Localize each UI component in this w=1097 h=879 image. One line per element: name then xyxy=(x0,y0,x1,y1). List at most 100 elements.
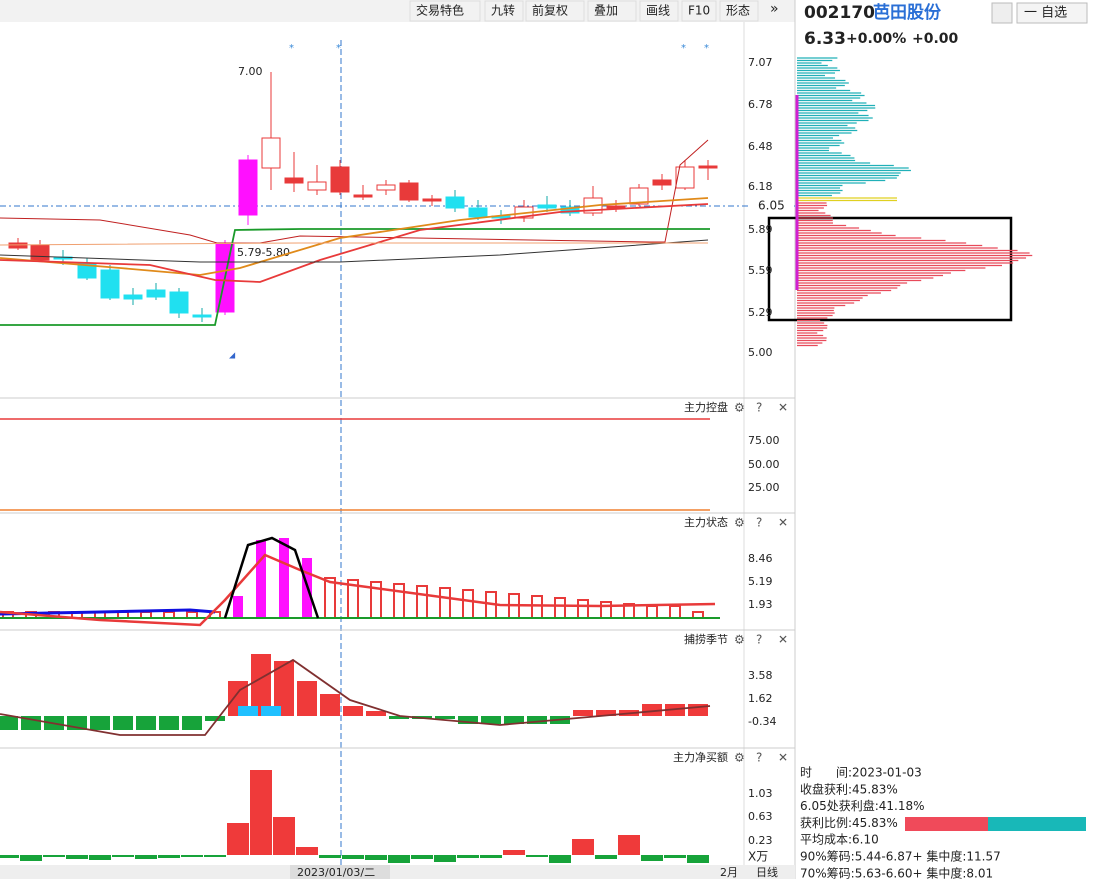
season-bar xyxy=(458,716,478,724)
price-tick: 5.29 xyxy=(748,306,773,319)
net-bar xyxy=(595,855,617,859)
price-tick: 6.48 xyxy=(748,140,773,153)
candle xyxy=(330,166,350,193)
candle xyxy=(445,196,465,209)
season-bar xyxy=(159,716,179,730)
info-line: 70%筹码:5.63-6.60+ 集中度:8.01 xyxy=(800,865,993,879)
price-tick: 6.78 xyxy=(748,98,773,111)
price-marker-bg xyxy=(748,198,794,214)
price: 6.33 xyxy=(804,29,846,49)
toolbar-button[interactable] xyxy=(639,0,679,22)
candle xyxy=(652,179,672,186)
net-bar xyxy=(181,855,203,857)
net-bar xyxy=(687,855,709,863)
info-line: 获利比例:45.83% xyxy=(800,816,898,830)
panel-tick: 50.00 xyxy=(748,458,780,471)
net-bar xyxy=(227,823,249,855)
loss-bar xyxy=(988,817,1086,831)
state-bar xyxy=(279,538,289,618)
season-bar xyxy=(366,711,386,716)
candle xyxy=(146,289,166,298)
price-tick: 5.59 xyxy=(748,264,773,277)
net-bar xyxy=(20,855,42,861)
candle xyxy=(284,177,304,184)
month-label: 2月 xyxy=(720,866,738,879)
season-bar xyxy=(596,710,616,716)
panel-icon[interactable]: ? xyxy=(756,401,762,415)
season-bar xyxy=(182,716,202,730)
net-bar xyxy=(411,855,433,859)
panel-icon[interactable]: ✕ xyxy=(778,401,788,415)
panel-tick: 8.46 xyxy=(748,552,773,565)
candle xyxy=(422,198,442,202)
watch-button[interactable] xyxy=(1016,2,1088,24)
watch-label: 一 自选 xyxy=(1024,6,1067,21)
indicator-line xyxy=(0,197,709,276)
net-bar xyxy=(112,855,134,857)
price-tick: 7.07 xyxy=(748,56,773,69)
state-bar xyxy=(669,605,681,619)
star: * xyxy=(289,43,294,54)
state-bar xyxy=(646,605,658,619)
toolbar-button[interactable] xyxy=(587,0,637,22)
panel-icon[interactable]: ⚙ xyxy=(734,401,745,415)
toolbar-button[interactable] xyxy=(525,0,585,22)
star: * xyxy=(704,43,709,54)
panel-title: 主力状态 xyxy=(684,515,728,529)
panel-tick: -0.34 xyxy=(748,715,776,728)
period-label[interactable]: 日线 xyxy=(756,865,778,879)
candle xyxy=(606,205,626,209)
panel-icon[interactable]: ? xyxy=(756,633,762,647)
info-line: 时 间:2023-01-03 xyxy=(800,766,922,780)
net-bar xyxy=(480,855,502,858)
net-bar xyxy=(526,855,548,857)
bell-button[interactable] xyxy=(991,2,1013,24)
candle xyxy=(192,314,212,318)
toolbar-button[interactable] xyxy=(409,0,481,22)
panel-title: 主力控盘 xyxy=(684,400,728,414)
state-bar xyxy=(531,595,543,619)
net-bar xyxy=(388,855,410,863)
season-bar xyxy=(297,681,317,716)
info-line: 收盘获利:45.83% xyxy=(800,781,898,796)
toolbar-button[interactable] xyxy=(681,0,717,22)
candle xyxy=(537,204,557,209)
panel-title: 主力净买额 xyxy=(673,750,728,764)
candle xyxy=(353,194,373,198)
panel-icon[interactable]: ✕ xyxy=(778,516,788,530)
net-bar xyxy=(457,855,479,858)
panel-tick: 0.63 xyxy=(748,810,773,823)
panel-icon[interactable]: ? xyxy=(756,751,762,765)
candle xyxy=(698,165,718,169)
panel-icon[interactable]: ✕ xyxy=(778,751,788,765)
date-box xyxy=(290,865,390,879)
panel-icon[interactable]: ⚙ xyxy=(734,633,745,647)
expand[interactable]: » xyxy=(770,1,779,17)
toolbar-label: 前复权 xyxy=(532,3,568,18)
panel-icon[interactable]: ⚙ xyxy=(734,751,745,765)
panel-icon[interactable]: ⚙ xyxy=(734,516,745,530)
arrow: ◢ xyxy=(229,351,236,360)
toolbar-label: F10 xyxy=(688,4,710,18)
price-tick: 5.89 xyxy=(748,223,773,236)
toolbar-label: 叠加 xyxy=(594,4,618,18)
net-bar xyxy=(319,855,341,858)
panel-icon[interactable]: ✕ xyxy=(778,633,788,647)
net-bar xyxy=(0,855,19,858)
panel-tick: 3.58 xyxy=(748,669,773,682)
net-bar xyxy=(250,770,272,855)
toolbar-button[interactable] xyxy=(484,0,524,22)
date-label: 2023/01/03/二 xyxy=(297,866,375,879)
panel-tick: 0.23 xyxy=(748,834,773,847)
state-bar xyxy=(256,540,266,618)
state-bar xyxy=(439,587,451,619)
toolbar-button[interactable] xyxy=(719,0,759,22)
season-accent xyxy=(261,706,281,716)
panel-title: 捕捞季节 xyxy=(684,632,728,646)
star: * xyxy=(681,43,686,54)
indicator-line xyxy=(0,553,716,627)
panel-icon[interactable]: ? xyxy=(756,516,762,530)
state-bar xyxy=(233,596,243,618)
season-bar xyxy=(90,716,110,730)
